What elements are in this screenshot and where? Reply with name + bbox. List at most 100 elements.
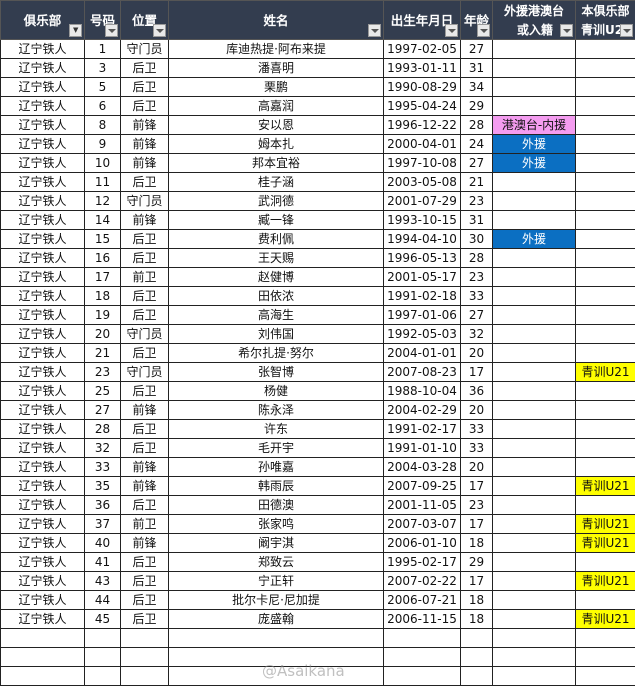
cell-age[interactable]: 36 <box>461 382 493 401</box>
cell-position[interactable]: 后卫 <box>121 439 169 458</box>
cell-youth[interactable]: 青训U21 <box>576 610 635 629</box>
cell-name[interactable]: 阚宇淇 <box>169 534 384 553</box>
empty-cell[interactable] <box>493 648 576 667</box>
cell-youth[interactable] <box>576 401 635 420</box>
cell-birth[interactable]: 1995-02-17 <box>384 553 461 572</box>
cell-number[interactable]: 9 <box>85 135 121 154</box>
empty-cell[interactable] <box>461 667 493 686</box>
cell-foreign[interactable] <box>493 268 576 287</box>
cell-number[interactable]: 43 <box>85 572 121 591</box>
cell-club[interactable]: 辽宁铁人 <box>1 287 85 306</box>
cell-club[interactable]: 辽宁铁人 <box>1 192 85 211</box>
cell-foreign[interactable] <box>493 249 576 268</box>
cell-position[interactable]: 前锋 <box>121 534 169 553</box>
cell-club[interactable]: 辽宁铁人 <box>1 306 85 325</box>
cell-age[interactable]: 18 <box>461 534 493 553</box>
cell-youth[interactable] <box>576 496 635 515</box>
cell-foreign[interactable] <box>493 59 576 78</box>
cell-foreign[interactable] <box>493 344 576 363</box>
cell-number[interactable]: 32 <box>85 439 121 458</box>
cell-number[interactable]: 15 <box>85 230 121 249</box>
cell-youth[interactable]: 青训U21 <box>576 477 635 496</box>
cell-youth[interactable] <box>576 287 635 306</box>
cell-number[interactable]: 18 <box>85 287 121 306</box>
cell-position[interactable]: 后卫 <box>121 173 169 192</box>
cell-birth[interactable]: 1990-08-29 <box>384 78 461 97</box>
cell-birth[interactable]: 1997-10-08 <box>384 154 461 173</box>
cell-youth[interactable] <box>576 268 635 287</box>
cell-birth[interactable]: 2001-05-17 <box>384 268 461 287</box>
cell-club[interactable]: 辽宁铁人 <box>1 439 85 458</box>
cell-foreign[interactable] <box>493 439 576 458</box>
cell-youth[interactable] <box>576 173 635 192</box>
cell-age[interactable]: 28 <box>461 116 493 135</box>
cell-number[interactable]: 23 <box>85 363 121 382</box>
cell-club[interactable]: 辽宁铁人 <box>1 97 85 116</box>
cell-foreign[interactable] <box>493 477 576 496</box>
cell-age[interactable]: 18 <box>461 610 493 629</box>
cell-number[interactable]: 11 <box>85 173 121 192</box>
cell-foreign[interactable] <box>493 363 576 382</box>
cell-foreign[interactable]: 外援 <box>493 230 576 249</box>
filter-dropdown-icon[interactable] <box>445 24 458 37</box>
cell-foreign[interactable] <box>493 325 576 344</box>
cell-number[interactable]: 35 <box>85 477 121 496</box>
cell-birth[interactable]: 2006-11-15 <box>384 610 461 629</box>
cell-number[interactable]: 44 <box>85 591 121 610</box>
cell-age[interactable]: 20 <box>461 344 493 363</box>
filter-dropdown-icon[interactable] <box>560 24 573 37</box>
filter-dropdown-icon[interactable] <box>105 24 118 37</box>
cell-name[interactable]: 潘喜明 <box>169 59 384 78</box>
cell-youth[interactable] <box>576 97 635 116</box>
empty-cell[interactable] <box>576 629 635 648</box>
cell-number[interactable]: 37 <box>85 515 121 534</box>
cell-birth[interactable]: 1993-01-11 <box>384 59 461 78</box>
cell-foreign[interactable] <box>493 420 576 439</box>
cell-birth[interactable]: 2007-08-23 <box>384 363 461 382</box>
empty-cell[interactable] <box>493 629 576 648</box>
cell-foreign[interactable] <box>493 553 576 572</box>
cell-position[interactable]: 后卫 <box>121 287 169 306</box>
cell-position[interactable]: 后卫 <box>121 97 169 116</box>
cell-birth[interactable]: 1994-04-10 <box>384 230 461 249</box>
cell-foreign[interactable]: 外援 <box>493 154 576 173</box>
cell-foreign[interactable] <box>493 401 576 420</box>
cell-foreign[interactable] <box>493 591 576 610</box>
empty-cell[interactable] <box>169 629 384 648</box>
cell-foreign[interactable] <box>493 40 576 59</box>
cell-number[interactable]: 25 <box>85 382 121 401</box>
cell-youth[interactable] <box>576 230 635 249</box>
cell-number[interactable]: 40 <box>85 534 121 553</box>
empty-cell[interactable] <box>384 629 461 648</box>
cell-birth[interactable]: 2007-09-25 <box>384 477 461 496</box>
cell-name[interactable]: 费利佩 <box>169 230 384 249</box>
cell-club[interactable]: 辽宁铁人 <box>1 230 85 249</box>
cell-foreign[interactable]: 外援 <box>493 135 576 154</box>
cell-age[interactable]: 27 <box>461 154 493 173</box>
cell-position[interactable]: 后卫 <box>121 553 169 572</box>
cell-position[interactable]: 后卫 <box>121 610 169 629</box>
cell-club[interactable]: 辽宁铁人 <box>1 610 85 629</box>
cell-birth[interactable]: 1997-02-05 <box>384 40 461 59</box>
cell-position[interactable]: 前锋 <box>121 477 169 496</box>
empty-cell[interactable] <box>461 648 493 667</box>
cell-name[interactable]: 桂子涵 <box>169 173 384 192</box>
cell-foreign[interactable] <box>493 192 576 211</box>
empty-cell[interactable] <box>121 667 169 686</box>
cell-name[interactable]: 孙唯嘉 <box>169 458 384 477</box>
cell-position[interactable]: 后卫 <box>121 78 169 97</box>
empty-cell[interactable] <box>85 648 121 667</box>
cell-position[interactable]: 守门员 <box>121 40 169 59</box>
cell-youth[interactable] <box>576 211 635 230</box>
cell-name[interactable]: 武泂德 <box>169 192 384 211</box>
cell-position[interactable]: 前锋 <box>121 458 169 477</box>
cell-number[interactable]: 12 <box>85 192 121 211</box>
cell-youth[interactable] <box>576 306 635 325</box>
cell-foreign[interactable] <box>493 97 576 116</box>
cell-age[interactable]: 23 <box>461 268 493 287</box>
cell-birth[interactable]: 1992-05-03 <box>384 325 461 344</box>
cell-youth[interactable] <box>576 382 635 401</box>
cell-club[interactable]: 辽宁铁人 <box>1 534 85 553</box>
cell-club[interactable]: 辽宁铁人 <box>1 78 85 97</box>
cell-club[interactable]: 辽宁铁人 <box>1 249 85 268</box>
